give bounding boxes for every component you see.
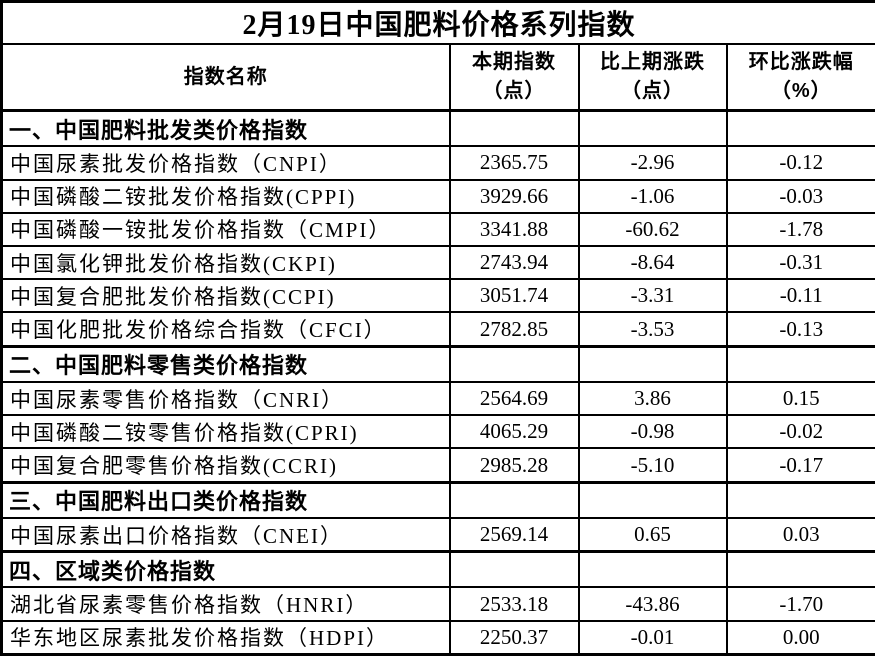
- current-index-cell: [448, 344, 580, 383]
- col-header-pct-change: 环比涨跌幅 （%）: [725, 43, 875, 112]
- current-index-cell: 2985.28: [448, 447, 580, 484]
- index-name-cell: 中国磷酸一铵批发价格指数（CMPI）: [0, 211, 451, 247]
- pct-change-cell: -0.12: [725, 145, 875, 181]
- change-cell: -3.53: [577, 311, 728, 348]
- change-cell: -60.62: [577, 211, 728, 247]
- current-index-cell: 2564.69: [448, 380, 580, 417]
- index-name-cell: 三、中国肥料出口类价格指数: [0, 480, 451, 519]
- page-title: 2月19日中国肥料价格系列指数: [0, 0, 875, 45]
- index-name-cell: 中国化肥批发价格综合指数（CFCI）: [0, 311, 451, 348]
- section-row: 四、区域类价格指数: [0, 550, 875, 589]
- change-cell: [577, 550, 728, 589]
- current-index-cell: 2743.94: [448, 244, 580, 281]
- table-row: 中国磷酸二铵批发价格指数(CPPI) 3929.66 -1.06 -0.03: [0, 178, 875, 214]
- pct-change-cell: -0.17: [725, 447, 875, 484]
- change-cell: [577, 344, 728, 383]
- change-cell: -3.31: [577, 278, 728, 314]
- index-name-cell: 中国磷酸二铵批发价格指数(CPPI): [0, 178, 451, 214]
- change-cell: 0.65: [577, 516, 728, 553]
- table-row: 中国复合肥批发价格指数(CCPI) 3051.74 -3.31 -0.11: [0, 278, 875, 314]
- section-row: 二、中国肥料零售类价格指数: [0, 344, 875, 383]
- current-index-cell: 3341.88: [448, 211, 580, 247]
- index-name-cell: 中国复合肥零售价格指数(CCRI): [0, 447, 451, 484]
- table-row: 中国尿素零售价格指数（CNRI） 2564.69 3.86 0.15: [0, 380, 875, 417]
- title-row: 2月19日中国肥料价格系列指数: [0, 0, 875, 45]
- current-index-cell: [448, 109, 580, 148]
- index-name-cell: 中国尿素出口价格指数（CNEI）: [0, 516, 451, 553]
- col-header-index-name: 指数名称: [0, 43, 451, 112]
- index-name-cell: 四、区域类价格指数: [0, 550, 451, 589]
- pct-change-cell: -0.31: [725, 244, 875, 281]
- table-row: 中国磷酸一铵批发价格指数（CMPI） 3341.88 -60.62 -1.78: [0, 211, 875, 247]
- table-row: 中国磷酸二铵零售价格指数(CPRI) 4065.29 -0.98 -0.02: [0, 414, 875, 450]
- change-cell: -0.98: [577, 414, 728, 450]
- table-row: 中国尿素批发价格指数（CNPI） 2365.75 -2.96 -0.12: [0, 145, 875, 181]
- current-index-cell: [448, 480, 580, 519]
- table-row: 华东地区尿素批发价格指数（HDPI） 2250.37 -0.01 0.00: [0, 619, 875, 656]
- current-index-cell: 2533.18: [448, 586, 580, 622]
- pct-change-cell: [725, 109, 875, 148]
- index-name-cell: 中国尿素批发价格指数（CNPI）: [0, 145, 451, 181]
- index-name-cell: 一、中国肥料批发类价格指数: [0, 109, 451, 148]
- current-index-cell: 3929.66: [448, 178, 580, 214]
- table-row: 中国尿素出口价格指数（CNEI） 2569.14 0.65 0.03: [0, 516, 875, 553]
- change-cell: -0.01: [577, 619, 728, 656]
- current-index-cell: 2782.85: [448, 311, 580, 348]
- table-row: 中国化肥批发价格综合指数（CFCI） 2782.85 -3.53 -0.13: [0, 311, 875, 348]
- change-cell: [577, 109, 728, 148]
- pct-change-cell: -0.13: [725, 311, 875, 348]
- index-name-cell: 中国尿素零售价格指数（CNRI）: [0, 380, 451, 417]
- table-row: 中国复合肥零售价格指数(CCRI) 2985.28 -5.10 -0.17: [0, 447, 875, 484]
- pct-change-cell: [725, 550, 875, 589]
- pct-change-cell: -0.11: [725, 278, 875, 314]
- col-header-change: 比上期涨跌 （点）: [577, 43, 728, 112]
- index-name-cell: 中国磷酸二铵零售价格指数(CPRI): [0, 414, 451, 450]
- column-header-row: 指数名称 本期指数 （点） 比上期涨跌 （点） 环比涨跌幅 （%）: [0, 43, 875, 112]
- pct-change-cell: -0.02: [725, 414, 875, 450]
- table-row: 湖北省尿素零售价格指数（HNRI） 2533.18 -43.86 -1.70: [0, 586, 875, 622]
- current-index-cell: 2250.37: [448, 619, 580, 656]
- section-row: 一、中国肥料批发类价格指数: [0, 109, 875, 148]
- current-index-cell: [448, 550, 580, 589]
- current-index-cell: 2569.14: [448, 516, 580, 553]
- pct-change-cell: -1.70: [725, 586, 875, 622]
- pct-change-cell: -0.03: [725, 178, 875, 214]
- change-cell: 3.86: [577, 380, 728, 417]
- index-name-cell: 华东地区尿素批发价格指数（HDPI）: [0, 619, 451, 656]
- current-index-cell: 2365.75: [448, 145, 580, 181]
- change-cell: -5.10: [577, 447, 728, 484]
- pct-change-cell: 0.03: [725, 516, 875, 553]
- pct-change-cell: [725, 480, 875, 519]
- index-name-cell: 湖北省尿素零售价格指数（HNRI）: [0, 586, 451, 622]
- index-name-cell: 二、中国肥料零售类价格指数: [0, 344, 451, 383]
- current-index-cell: 3051.74: [448, 278, 580, 314]
- section-row: 三、中国肥料出口类价格指数: [0, 480, 875, 519]
- index-name-cell: 中国氯化钾批发价格指数(CKPI): [0, 244, 451, 281]
- pct-change-cell: 0.15: [725, 380, 875, 417]
- col-header-current-index: 本期指数 （点）: [448, 43, 580, 112]
- pct-change-cell: -1.78: [725, 211, 875, 247]
- change-cell: -1.06: [577, 178, 728, 214]
- change-cell: -43.86: [577, 586, 728, 622]
- table-body: 一、中国肥料批发类价格指数 中国尿素批发价格指数（CNPI） 2365.75 -2.9…: [0, 109, 875, 656]
- current-index-cell: 4065.29: [448, 414, 580, 450]
- pct-change-cell: [725, 344, 875, 383]
- change-cell: [577, 480, 728, 519]
- change-cell: -2.96: [577, 145, 728, 181]
- index-name-cell: 中国复合肥批发价格指数(CCPI): [0, 278, 451, 314]
- table-row: 中国氯化钾批发价格指数(CKPI) 2743.94 -8.64 -0.31: [0, 244, 875, 281]
- change-cell: -8.64: [577, 244, 728, 281]
- pct-change-cell: 0.00: [725, 619, 875, 656]
